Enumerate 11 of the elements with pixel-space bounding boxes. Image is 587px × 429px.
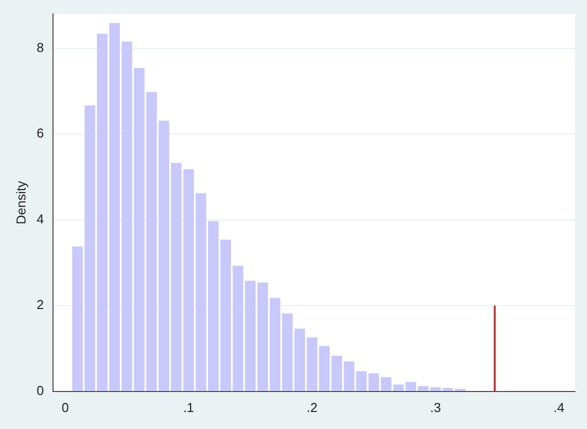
y-tick-label: 4 bbox=[36, 211, 44, 226]
x-tick-label: .2 bbox=[306, 400, 318, 415]
x-tick-label: 0 bbox=[62, 400, 69, 415]
x-tick-label: .3 bbox=[430, 400, 441, 415]
y-tick-label: 6 bbox=[36, 126, 44, 141]
y-axis-title: Density bbox=[13, 180, 28, 224]
y-tick-label: 2 bbox=[36, 297, 44, 312]
x-tick-label: .4 bbox=[554, 400, 564, 415]
y-tick-label: 0 bbox=[36, 382, 44, 398]
y-tick-label: 8 bbox=[36, 40, 44, 55]
x-tick-label: .1 bbox=[183, 400, 194, 415]
